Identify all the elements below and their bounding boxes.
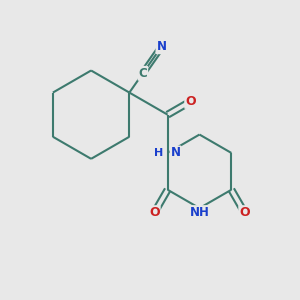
Text: C: C [139,67,147,80]
Text: O: O [239,206,250,219]
Text: NH: NH [190,206,209,219]
Text: H: H [154,148,163,158]
Text: N: N [171,146,181,159]
Text: O: O [149,206,160,219]
Text: N: N [156,40,167,53]
Text: O: O [185,95,196,108]
